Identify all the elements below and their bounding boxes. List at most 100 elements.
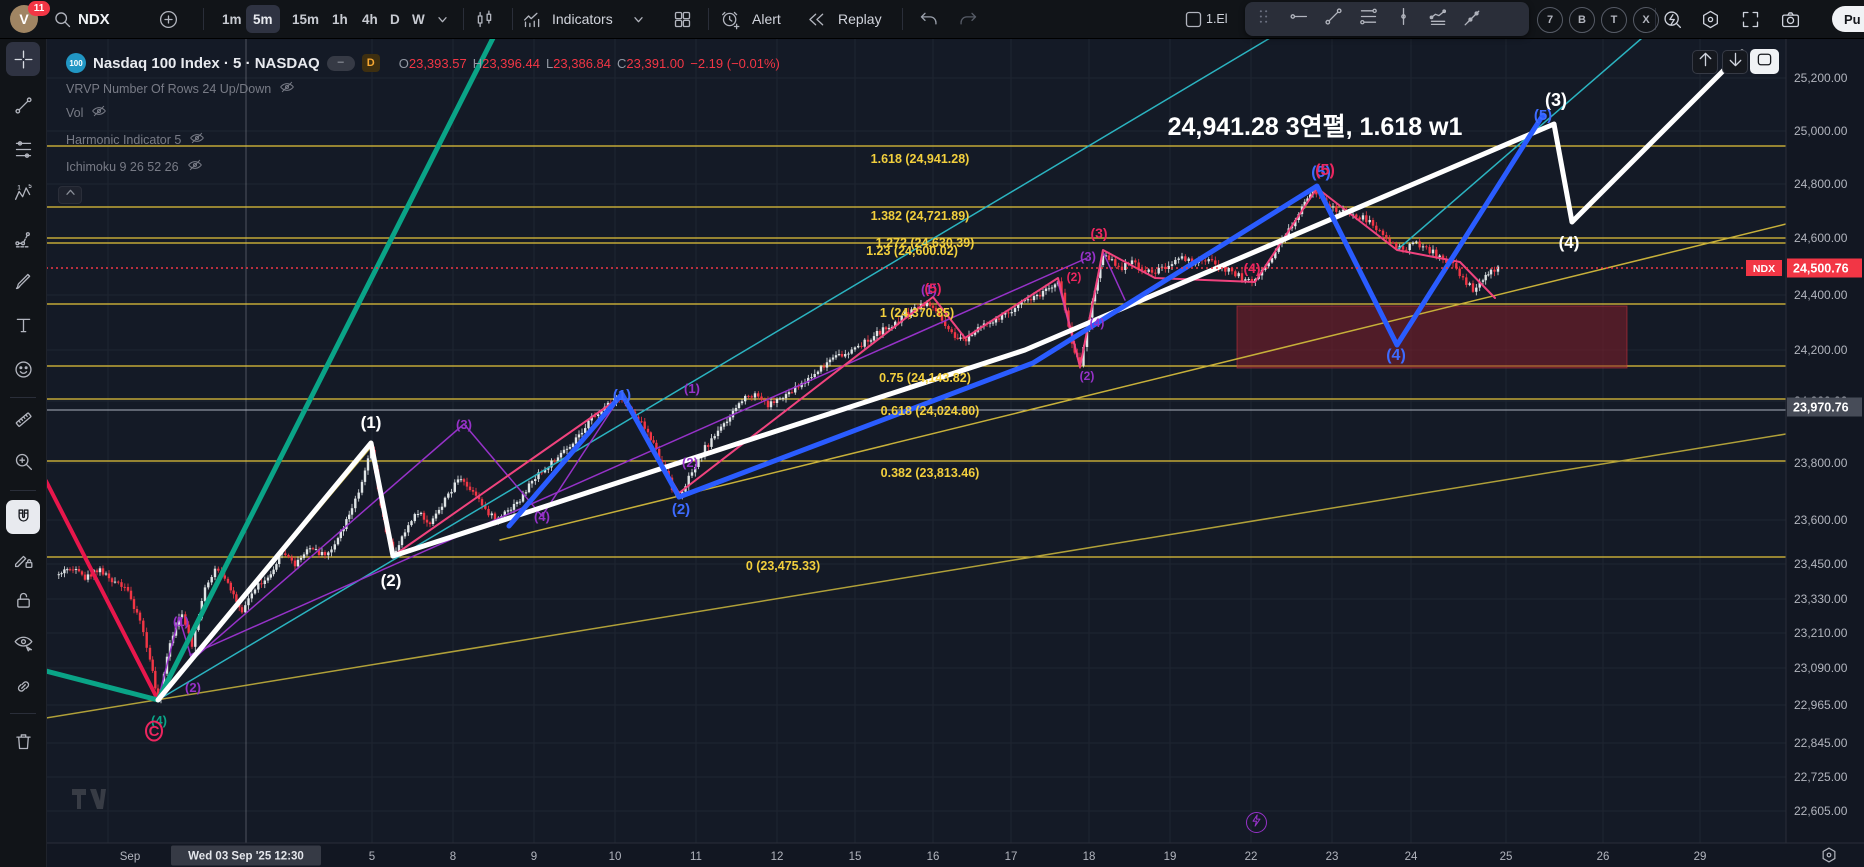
timeframe-15m[interactable]: 15m bbox=[292, 11, 320, 27]
chart-style-icon[interactable] bbox=[474, 0, 495, 38]
timeframe-1m[interactable]: 1m bbox=[222, 11, 242, 27]
axis-settings-gear-icon[interactable] bbox=[1822, 847, 1836, 863]
wave-label[interactable]: (1) bbox=[684, 381, 700, 396]
quick-action-lightning-icon[interactable] bbox=[1246, 812, 1267, 833]
timeframe-W[interactable]: W bbox=[412, 11, 425, 27]
wave-label[interactable]: (1) bbox=[921, 282, 937, 297]
eye-off-icon[interactable] bbox=[279, 79, 295, 98]
teal-right-segment[interactable] bbox=[1396, 37, 1643, 251]
timeframe-5m[interactable]: 5m bbox=[246, 5, 280, 33]
tool-trash[interactable] bbox=[6, 724, 40, 758]
wave-label[interactable]: (2) bbox=[672, 501, 690, 518]
tool-ruler[interactable] bbox=[6, 402, 40, 436]
tool-zoom-in[interactable] bbox=[6, 444, 40, 478]
indicator-row[interactable]: Ichimoku 9 26 52 26 bbox=[66, 158, 203, 175]
wave-label[interactable]: (2) bbox=[1080, 369, 1095, 383]
blue-impulse[interactable] bbox=[506, 112, 1546, 529]
layout-checkbox[interactable] bbox=[1183, 0, 1204, 38]
scroll-up-button[interactable] bbox=[1692, 50, 1718, 74]
indicators-button[interactable]: Indicators bbox=[552, 11, 613, 27]
wave-label[interactable]: (2) bbox=[682, 455, 698, 470]
polyline-icon[interactable] bbox=[1428, 6, 1449, 32]
redo-icon[interactable] bbox=[958, 0, 979, 38]
eye-off-icon[interactable] bbox=[91, 103, 107, 122]
wave-label[interactable]: (4) bbox=[534, 509, 550, 524]
wave-label[interactable]: (2) bbox=[1067, 270, 1082, 284]
interval-badge[interactable]: D bbox=[361, 54, 380, 72]
indicators-icon[interactable] bbox=[522, 0, 543, 38]
drag-handle-icon[interactable] bbox=[1253, 6, 1274, 32]
tool-fib-retracement[interactable] bbox=[6, 132, 40, 166]
wave-label[interactable]: (4) bbox=[1386, 347, 1406, 364]
price-target-annotation[interactable]: 24,941.28 3연펼, 1.618 w1 bbox=[1168, 113, 1463, 141]
tool-link-drawings[interactable] bbox=[6, 669, 40, 703]
legend-visibility-toggle[interactable]: – bbox=[326, 55, 355, 71]
horizontal-ray-icon[interactable] bbox=[1288, 6, 1309, 32]
quick-tool-B[interactable]: B bbox=[1569, 7, 1595, 33]
tool-trend-line[interactable] bbox=[6, 88, 40, 122]
wave-label[interactable]: (5) bbox=[1315, 162, 1335, 179]
wave-label[interactable]: (5) bbox=[1311, 164, 1331, 181]
eye-off-icon[interactable] bbox=[187, 157, 203, 176]
replay-icon[interactable] bbox=[806, 0, 827, 38]
white-impulse[interactable] bbox=[155, 49, 1745, 703]
tool-hide-drawings[interactable] bbox=[6, 625, 40, 659]
quick-tool-T[interactable]: T bbox=[1601, 7, 1627, 33]
tool-magnet[interactable] bbox=[6, 500, 40, 534]
tool-crosshair[interactable] bbox=[6, 42, 40, 76]
wave-label[interactable]: (3) bbox=[1080, 249, 1096, 264]
wave-label[interactable]: (3) bbox=[1090, 225, 1107, 241]
alert-icon[interactable] bbox=[720, 0, 741, 38]
wave-label[interactable]: (1) bbox=[361, 413, 382, 432]
purple-long-trend[interactable] bbox=[189, 257, 1088, 656]
legend-title[interactable]: Nasdaq 100 Index · 5 · NASDAQ bbox=[93, 54, 320, 72]
wave-label[interactable]: (4) bbox=[151, 713, 167, 728]
wave-label[interactable]: (4) bbox=[1559, 233, 1580, 252]
quick-tool-7[interactable]: 7 bbox=[1537, 7, 1563, 33]
restore-chart-button[interactable] bbox=[1750, 49, 1779, 74]
search-icon[interactable] bbox=[52, 0, 73, 38]
symbol-search-button[interactable]: NDX bbox=[78, 10, 110, 28]
price-axis[interactable] bbox=[1786, 38, 1864, 843]
wave-label[interactable]: (5) bbox=[1534, 107, 1552, 124]
tool-text[interactable] bbox=[6, 308, 40, 342]
wave-label[interactable]: (3) bbox=[1545, 90, 1567, 110]
wave-label[interactable]: (1) bbox=[173, 614, 189, 629]
timeframe-1h[interactable]: 1h bbox=[332, 11, 348, 27]
timeframe-D[interactable]: D bbox=[390, 11, 400, 27]
quick-tool-X[interactable]: X bbox=[1633, 7, 1659, 33]
wave-label[interactable]: (2) bbox=[381, 571, 402, 590]
teal-thick-steep[interactable] bbox=[155, 35, 496, 703]
compare-add-icon[interactable] bbox=[158, 0, 179, 38]
replay-button[interactable]: Replay bbox=[838, 11, 882, 27]
tool-drawing-lock[interactable] bbox=[6, 542, 40, 576]
yellow-diagonal-1[interactable] bbox=[499, 223, 1787, 541]
alert-button[interactable]: Alert bbox=[752, 11, 781, 27]
chart-canvas[interactable]: (1) (2) (3) (4) (5) (1) (2) (4) (1) (2) (5) (5) (1)(… bbox=[0, 35, 1864, 867]
purple-zigzag[interactable] bbox=[157, 393, 623, 701]
teal-thick-left[interactable] bbox=[43, 668, 161, 703]
indicator-row[interactable]: Harmonic Indicator 5 bbox=[66, 131, 205, 148]
scroll-down-button[interactable] bbox=[1722, 50, 1748, 74]
legend-collapse-button[interactable] bbox=[58, 186, 82, 204]
eye-off-icon[interactable] bbox=[189, 130, 205, 149]
settings-hex-icon[interactable] bbox=[1700, 0, 1721, 38]
indicator-row[interactable]: Vol bbox=[66, 104, 107, 121]
wave-label[interactable]: C bbox=[149, 723, 160, 740]
pink-steep[interactable] bbox=[44, 479, 160, 702]
indicators-chevron-icon[interactable] bbox=[628, 0, 649, 38]
wave-label[interactable]: (1) bbox=[613, 387, 631, 404]
layout-grid-icon[interactable] bbox=[672, 0, 693, 38]
angle-line-icon[interactable] bbox=[1463, 6, 1484, 32]
yellow-diagonal-2[interactable] bbox=[45, 433, 1787, 719]
wave-label[interactable]: (5) bbox=[924, 280, 941, 296]
trend-line-icon[interactable] bbox=[1323, 6, 1344, 32]
timeframe-4h[interactable]: 4h bbox=[362, 11, 378, 27]
timeframe-chevron-icon[interactable] bbox=[432, 0, 453, 38]
wave-label[interactable]: (2) bbox=[185, 680, 201, 695]
tool-emoji[interactable] bbox=[6, 352, 40, 386]
supply-zone-box[interactable] bbox=[1236, 305, 1628, 369]
indicator-row[interactable]: VRVP Number Of Rows 24 Up/Down bbox=[66, 80, 295, 97]
pink-harmonic[interactable] bbox=[157, 187, 1496, 701]
